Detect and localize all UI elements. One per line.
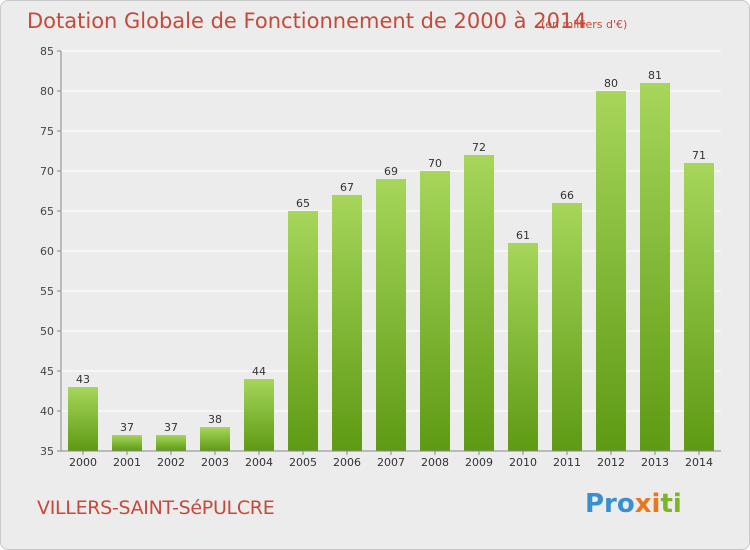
bar-2000 (68, 387, 98, 451)
data-label-2004: 44 (252, 365, 266, 378)
x-tick-label-2004: 2004 (245, 456, 273, 469)
data-label-2007: 69 (384, 165, 398, 178)
data-label-2002: 37 (164, 421, 178, 434)
y-tick-label: 35 (40, 445, 54, 458)
data-label-2006: 67 (340, 181, 354, 194)
y-tick-label: 50 (40, 325, 54, 338)
data-label-2010: 61 (516, 229, 530, 242)
y-tick-label: 45 (40, 365, 54, 378)
bar-2003 (200, 427, 230, 451)
bar-2013 (640, 83, 670, 451)
x-tick-label-2009: 2009 (465, 456, 493, 469)
bar-2008 (420, 171, 450, 451)
data-labels: 43 37 37 38 44 65 67 69 70 72 61 66 80 81 71 (76, 69, 706, 434)
proxiti-logo[interactable]: Proxiti (585, 489, 682, 519)
bar-2001 (112, 435, 142, 451)
x-tick-label-2013: 2013 (641, 456, 669, 469)
x-tick-label-2005: 2005 (289, 456, 317, 469)
y-tick-label: 65 (40, 205, 54, 218)
x-tick-label-2014: 2014 (685, 456, 713, 469)
y-tick-label: 75 (40, 125, 54, 138)
bar-2005 (288, 211, 318, 451)
data-label-2005: 65 (296, 197, 310, 210)
y-tick-label: 80 (40, 85, 54, 98)
x-tick-label-2001: 2001 (113, 456, 141, 469)
bar-2011 (552, 203, 582, 451)
bar-2009 (464, 155, 494, 451)
bar-2007 (376, 179, 406, 451)
data-label-2009: 72 (472, 141, 486, 154)
data-label-2012: 80 (604, 77, 618, 90)
axes: 35 40 45 50 55 60 65 70 75 80 85 2000 2001 2002 2003 20… (40, 45, 721, 469)
x-tick-label-2010: 2010 (509, 456, 537, 469)
x-tick-label-2008: 2008 (421, 456, 449, 469)
y-tick-label: 55 (40, 285, 54, 298)
bar-2014 (684, 163, 714, 451)
y-tick-label: 85 (40, 45, 54, 58)
chart-subtitle: (en milliers d'€) (541, 18, 628, 31)
x-tick-label-2006: 2006 (333, 456, 361, 469)
bar-2010 (508, 243, 538, 451)
commune-name: VILLERS-SAINT-SéPULCRE (37, 497, 275, 519)
x-tick-label-2012: 2012 (597, 456, 625, 469)
bar-2012 (596, 91, 626, 451)
chart-title: Dotation Globale de Fonctionnement de 20… (27, 9, 587, 33)
data-label-2001: 37 (120, 421, 134, 434)
y-tick-label: 40 (40, 405, 54, 418)
x-tick-label-2000: 2000 (69, 456, 97, 469)
data-label-2013: 81 (648, 69, 662, 82)
bars (68, 83, 714, 451)
y-tick-label: 70 (40, 165, 54, 178)
bar-2002 (156, 435, 186, 451)
x-tick-label-2002: 2002 (157, 456, 185, 469)
data-label-2003: 38 (208, 413, 222, 426)
y-tick-label: 60 (40, 245, 54, 258)
bar-2006 (332, 195, 362, 451)
x-tick-label-2011: 2011 (553, 456, 581, 469)
x-tick-label-2007: 2007 (377, 456, 405, 469)
bar-2004 (244, 379, 274, 451)
data-label-2014: 71 (692, 149, 706, 162)
data-label-2011: 66 (560, 189, 574, 202)
data-label-2000: 43 (76, 373, 90, 386)
data-label-2008: 70 (428, 157, 442, 170)
x-tick-label-2003: 2003 (201, 456, 229, 469)
